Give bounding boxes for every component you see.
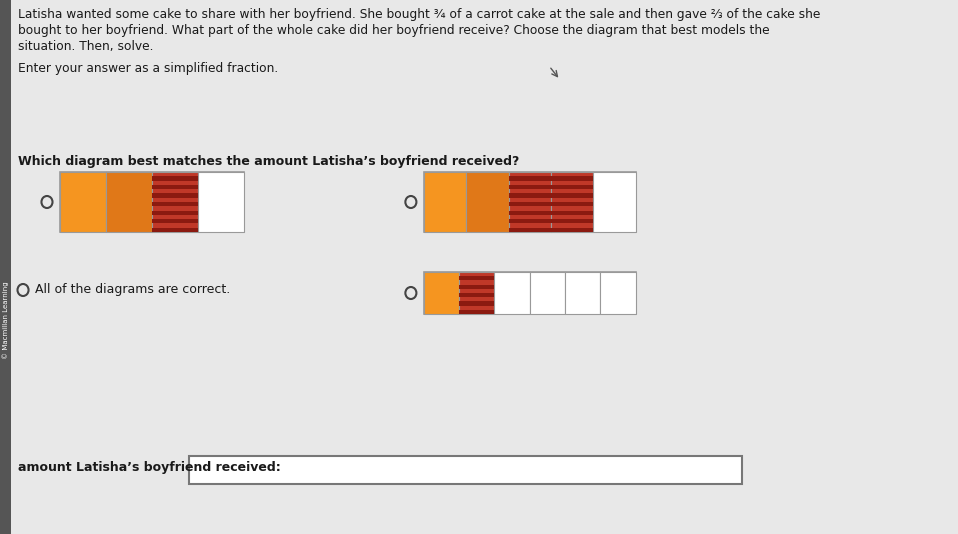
Bar — [494, 272, 530, 314]
Bar — [467, 172, 509, 232]
Bar — [509, 210, 551, 215]
Text: amount Latisha’s boyfriend received:: amount Latisha’s boyfriend received: — [18, 461, 282, 475]
Bar — [551, 219, 593, 223]
Text: Enter your answer as a simplified fraction.: Enter your answer as a simplified fracti… — [18, 62, 279, 75]
Bar — [423, 172, 636, 232]
Bar — [60, 172, 244, 232]
Text: situation. Then, solve.: situation. Then, solve. — [18, 40, 154, 53]
Bar — [152, 202, 198, 206]
Bar — [565, 272, 601, 314]
Bar — [551, 227, 593, 232]
Bar — [152, 176, 198, 180]
Bar — [551, 193, 593, 198]
Text: © Macmillan Learning: © Macmillan Learning — [2, 281, 9, 359]
Bar — [459, 272, 494, 314]
Bar — [509, 193, 551, 198]
Bar — [459, 276, 494, 280]
Bar — [152, 193, 198, 198]
Bar — [601, 272, 636, 314]
Bar — [423, 172, 467, 232]
Bar — [423, 272, 459, 314]
Bar — [509, 202, 551, 206]
Bar — [530, 272, 565, 314]
Bar — [152, 172, 198, 232]
Text: Latisha wanted some cake to share with her boyfriend. She bought ¾ of a carrot c: Latisha wanted some cake to share with h… — [18, 8, 821, 21]
Bar — [152, 210, 198, 215]
Bar — [459, 285, 494, 289]
Bar — [551, 176, 593, 180]
Bar — [60, 172, 106, 232]
Bar — [152, 219, 198, 223]
Bar — [509, 227, 551, 232]
Bar — [551, 202, 593, 206]
Text: All of the diagrams are correct.: All of the diagrams are correct. — [35, 284, 230, 296]
Bar — [593, 172, 636, 232]
Text: Which diagram best matches the amount Latisha’s boyfriend received?: Which diagram best matches the amount La… — [18, 155, 520, 168]
Bar — [509, 176, 551, 180]
Bar — [459, 293, 494, 297]
Bar — [551, 185, 593, 189]
Bar — [551, 210, 593, 215]
Text: bought to her boyfriend. What part of the whole cake did her boyfriend receive? : bought to her boyfriend. What part of th… — [18, 24, 770, 37]
Bar — [198, 172, 244, 232]
Bar — [509, 172, 551, 232]
Bar — [152, 185, 198, 189]
Bar — [189, 456, 741, 484]
Bar — [423, 272, 636, 314]
Bar — [509, 219, 551, 223]
Bar — [509, 185, 551, 189]
Bar — [459, 301, 494, 305]
Bar — [152, 227, 198, 232]
Bar — [106, 172, 152, 232]
Bar — [0, 0, 11, 534]
Bar — [551, 172, 593, 232]
Bar — [459, 310, 494, 314]
